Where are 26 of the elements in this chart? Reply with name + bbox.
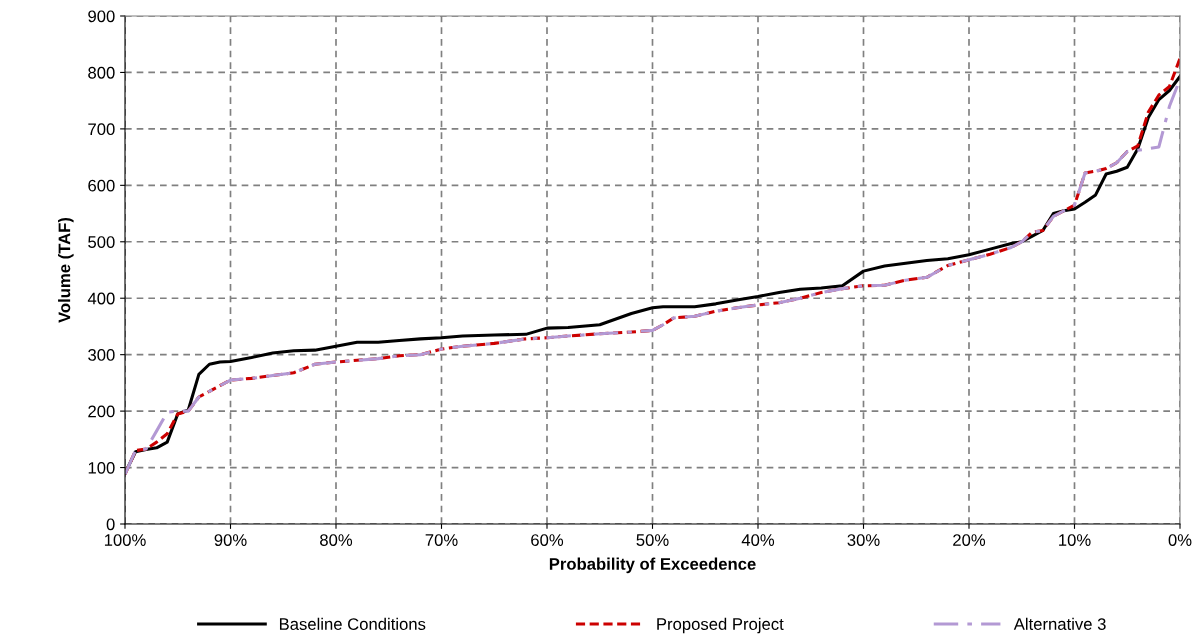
legend-label: Alternative 3 (1013, 617, 1106, 630)
legend-label: Baseline Conditions (279, 617, 426, 630)
legend-label: Proposed Project (657, 617, 784, 634)
y-tick-label: 200 (88, 405, 115, 418)
x-tick-label: 80% (320, 534, 353, 546)
x-tick-label: 100% (104, 534, 146, 546)
y-tick-label: 600 (88, 179, 115, 192)
y-tick-label: 100 (88, 461, 115, 474)
x-tick-label: 60% (531, 534, 564, 546)
y-tick-label: 0 (106, 518, 115, 531)
y-tick-label: 800 (88, 66, 115, 79)
x-tick-label: 30% (847, 534, 880, 546)
y-tick-label: 900 (88, 10, 115, 23)
x-tick-label: 0% (1168, 534, 1192, 546)
x-tick-label: 20% (953, 534, 986, 546)
y-tick-label: 700 (88, 123, 115, 136)
x-tick-label: 90% (214, 534, 247, 546)
x-tick-label: 40% (741, 534, 775, 546)
x-axis-title: Probability of Exceedence (549, 557, 756, 574)
y-tick-label: 500 (88, 236, 115, 248)
y-tick-label: 300 (88, 349, 115, 361)
x-tick-label: 70% (425, 534, 458, 546)
y-tick-label: 400 (87, 292, 115, 305)
x-tick-label: 50% (636, 534, 669, 546)
y-axis-title: Volume (TAF) (58, 217, 74, 323)
x-tick-label: 10% (1059, 534, 1091, 546)
